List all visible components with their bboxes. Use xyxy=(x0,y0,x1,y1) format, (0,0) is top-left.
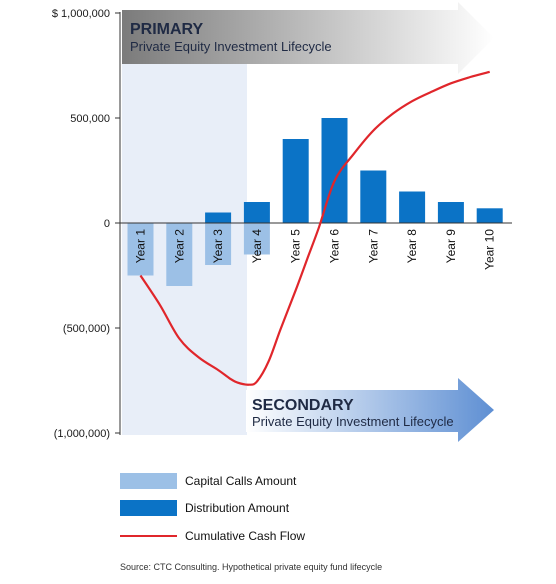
capital-call-bar-year-2 xyxy=(166,223,193,286)
source-note: Source: CTC Consulting. Hypothetical pri… xyxy=(120,562,382,572)
distribution-bar-year-4 xyxy=(243,202,270,223)
secondary-banner: SECONDARY Private Equity Investment Life… xyxy=(246,378,494,442)
secondary-banner-subtitle: Private Equity Investment Lifecycle xyxy=(252,414,454,429)
y-tick-label: 0 xyxy=(104,218,110,230)
category-label-year-8: Year 8 xyxy=(405,229,419,264)
distribution-bar-year-7 xyxy=(360,170,387,223)
category-label-year-10: Year 10 xyxy=(483,229,497,270)
category-label-year-6: Year 6 xyxy=(328,229,342,264)
y-tick-label: 500,000 xyxy=(70,113,110,125)
distribution-bar-year-5 xyxy=(282,139,309,223)
distribution-bar-year-3 xyxy=(205,212,232,223)
y-tick-label: $ 1,000,000 xyxy=(52,8,110,20)
category-label-year-3: Year 3 xyxy=(211,229,225,264)
y-tick-label: (500,000) xyxy=(63,323,110,335)
y-tick-label: (1,000,000) xyxy=(54,428,110,440)
cumulative-line-layer xyxy=(139,70,490,386)
legend-label-capital-calls: Capital Calls Amount xyxy=(185,474,297,488)
legend-swatch-distributions xyxy=(120,500,177,516)
primary-banner: PRIMARY Private Equity Investment Lifecy… xyxy=(122,2,494,74)
category-label-year-9: Year 9 xyxy=(444,229,458,264)
cumulative-cash-flow-line xyxy=(139,70,490,386)
distribution-bar-year-9 xyxy=(437,202,464,223)
legend: Capital Calls Amount Distribution Amount… xyxy=(120,473,305,543)
category-label-year-5: Year 5 xyxy=(289,229,303,264)
category-label-year-2: Year 2 xyxy=(172,229,186,264)
primary-banner-title: PRIMARY xyxy=(130,21,204,38)
capital-call-bar-year-1 xyxy=(127,223,154,276)
primary-banner-arrow xyxy=(122,2,494,74)
secondary-banner-arrow xyxy=(246,378,494,442)
category-label-year-4: Year 4 xyxy=(250,229,264,264)
distribution-bar-year-8 xyxy=(399,191,426,223)
y-ticks: (1,000,000) (500,000) 0 500,000 $ 1,000,000 xyxy=(52,8,120,440)
legend-label-distributions: Distribution Amount xyxy=(185,501,290,515)
legend-label-cumulative: Cumulative Cash Flow xyxy=(185,529,305,543)
capital-call-bar-year-4 xyxy=(243,223,270,255)
primary-banner-subtitle: Private Equity Investment Lifecycle xyxy=(130,39,332,54)
bars-layer xyxy=(127,118,503,286)
legend-swatch-capital-calls xyxy=(120,473,177,489)
category-labels: Year 1 Year 2 Year 3 Year 4 Year 5 Year 6 Year… xyxy=(134,229,497,270)
category-label-year-7: Year 7 xyxy=(366,229,380,264)
capital-call-bar-year-3 xyxy=(205,223,232,265)
secondary-banner-title: SECONDARY xyxy=(252,397,354,414)
distribution-bar-year-10 xyxy=(476,208,503,223)
category-label-year-1: Year 1 xyxy=(134,229,148,264)
